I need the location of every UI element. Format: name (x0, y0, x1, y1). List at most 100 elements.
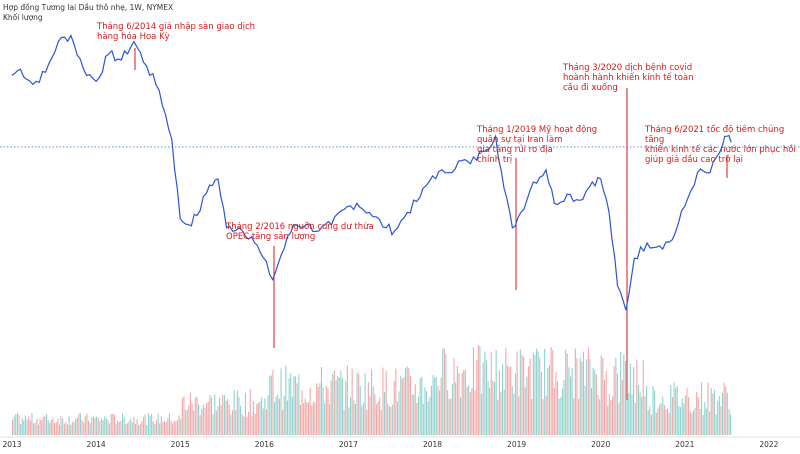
volume-bar (356, 372, 358, 435)
volume-bar (515, 372, 517, 435)
volume-bar (254, 413, 256, 435)
volume-bar (466, 386, 468, 435)
volume-bar (274, 402, 276, 435)
volume-bar (539, 357, 541, 435)
volume-bar (712, 393, 714, 435)
x-tick-label: 2021 (675, 440, 694, 449)
volume-bar (146, 425, 148, 435)
volume-bar (291, 396, 293, 435)
volume-bar (443, 348, 445, 435)
volume-bar (560, 397, 562, 435)
volume-bar (723, 382, 725, 435)
volume-bar (592, 368, 594, 435)
volume-bar (694, 407, 696, 435)
volume-bar (345, 381, 347, 435)
volume-bar (220, 405, 222, 435)
volume-bar (620, 351, 622, 435)
volume-bar (460, 397, 462, 435)
volume-bar (511, 385, 513, 435)
volume-bar (384, 391, 386, 435)
volume-bar (658, 405, 660, 435)
volume-bar (435, 376, 437, 435)
chart-subtitle: Khối lượng (3, 13, 43, 22)
volume-bar (479, 346, 481, 435)
volume-bar (553, 387, 555, 435)
volume-bar (151, 414, 153, 435)
volume-bar (298, 374, 300, 435)
volume-bar (196, 396, 198, 435)
volume-bar (253, 401, 255, 435)
volume-bar (155, 420, 157, 435)
volume-bar (701, 382, 703, 435)
volume-bar (516, 351, 518, 435)
volume-bar (717, 400, 719, 435)
volume-bar (490, 351, 492, 435)
volume-bar (78, 413, 80, 435)
volume-bar (311, 405, 313, 435)
volume-bar (39, 418, 41, 435)
volume-bar (282, 409, 284, 435)
volume-bar (663, 405, 665, 435)
volume-bar (426, 391, 428, 435)
volume-bar (508, 367, 510, 435)
volume-bar (421, 376, 423, 435)
volume-bar (191, 403, 193, 435)
volume-bar (65, 422, 67, 435)
volume-bar (332, 374, 334, 435)
volume-bar (364, 373, 366, 435)
volume-bar (612, 396, 614, 435)
volume-bar (639, 392, 641, 435)
volume-bar (29, 420, 31, 435)
volume-bar (133, 417, 135, 435)
volume-bar (202, 404, 204, 435)
volume-bar (330, 380, 332, 435)
volume-bar (710, 387, 712, 435)
volume-bar (42, 417, 44, 435)
volume-bar (417, 396, 419, 435)
volume-bar (591, 388, 593, 435)
volume-bar (217, 406, 219, 435)
volume-bar (442, 348, 444, 435)
volume-bar (401, 378, 403, 435)
volume-bar (350, 397, 352, 435)
volume-bar (238, 396, 240, 435)
volume-bar (468, 385, 470, 435)
volume-bar (615, 357, 617, 435)
volume-bar (102, 420, 104, 435)
x-tick-label: 2014 (87, 440, 106, 449)
volume-bar (99, 421, 101, 435)
volume-bar (343, 409, 345, 435)
volume-bar (676, 386, 678, 435)
volume-bar (79, 413, 81, 435)
volume-bar (180, 418, 182, 435)
volume-bar (675, 388, 677, 435)
volume-bar (55, 422, 57, 435)
volume-bar (199, 415, 201, 435)
volume-bar (382, 367, 384, 435)
volume-bar (524, 387, 526, 435)
volume-bar (244, 392, 246, 435)
volume-bar (115, 424, 117, 435)
volume-bar (718, 395, 720, 435)
volume-bar (476, 360, 478, 435)
volume-bar (699, 408, 701, 435)
volume-bar (228, 404, 230, 435)
volume-bar (647, 410, 649, 435)
volume-bar (416, 403, 418, 435)
x-tick-label: 2013 (2, 440, 21, 449)
volume-bar (461, 372, 463, 435)
volume-bar (50, 420, 52, 435)
volume-bar (23, 420, 25, 435)
volume-bar (481, 393, 483, 435)
volume-bar (621, 380, 623, 435)
volume-bar (498, 370, 500, 435)
volume-bar (628, 392, 630, 435)
volume-bar (534, 354, 536, 435)
volume-bar (489, 387, 491, 435)
volume-bar (295, 376, 297, 435)
volume-bar (243, 416, 245, 435)
volume-bar (301, 390, 303, 435)
volume-bar (565, 350, 567, 435)
volume-bar (523, 356, 525, 435)
